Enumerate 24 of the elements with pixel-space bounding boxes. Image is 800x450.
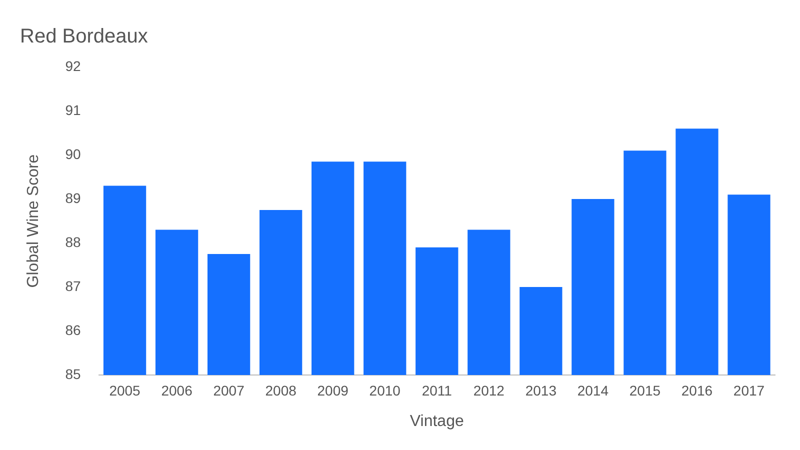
x-tick-label: 2010 <box>369 382 401 398</box>
y-tick-label: 88 <box>65 234 81 250</box>
y-axis-title: Global Wine Score <box>25 154 42 288</box>
x-tick-label: 2009 <box>317 382 349 398</box>
x-tick-label: 2015 <box>629 382 661 398</box>
x-tick-label: 2005 <box>109 382 141 398</box>
y-tick-label: 91 <box>65 102 81 118</box>
y-tick-label: 85 <box>65 366 81 382</box>
y-tick-label: 92 <box>65 58 81 74</box>
x-tick-label: 2007 <box>213 382 245 398</box>
x-tick-label: 2014 <box>577 382 609 398</box>
x-tick-label: 2012 <box>473 382 505 398</box>
x-tick-label: 2006 <box>161 382 193 398</box>
x-tick-label: 2013 <box>525 382 557 398</box>
y-tick-label: 89 <box>65 190 81 206</box>
x-tick-label: 2017 <box>733 382 765 398</box>
x-tick-label: 2011 <box>422 382 452 398</box>
y-tick-label: 86 <box>65 322 81 338</box>
y-tick-label: 87 <box>65 278 81 294</box>
y-tick-label: 90 <box>65 146 81 162</box>
x-axis-title: Vintage <box>410 412 464 430</box>
x-tick-label: 2016 <box>681 382 713 398</box>
x-tick-label: 2008 <box>265 382 297 398</box>
chart-title: Red Bordeaux <box>20 26 148 48</box>
